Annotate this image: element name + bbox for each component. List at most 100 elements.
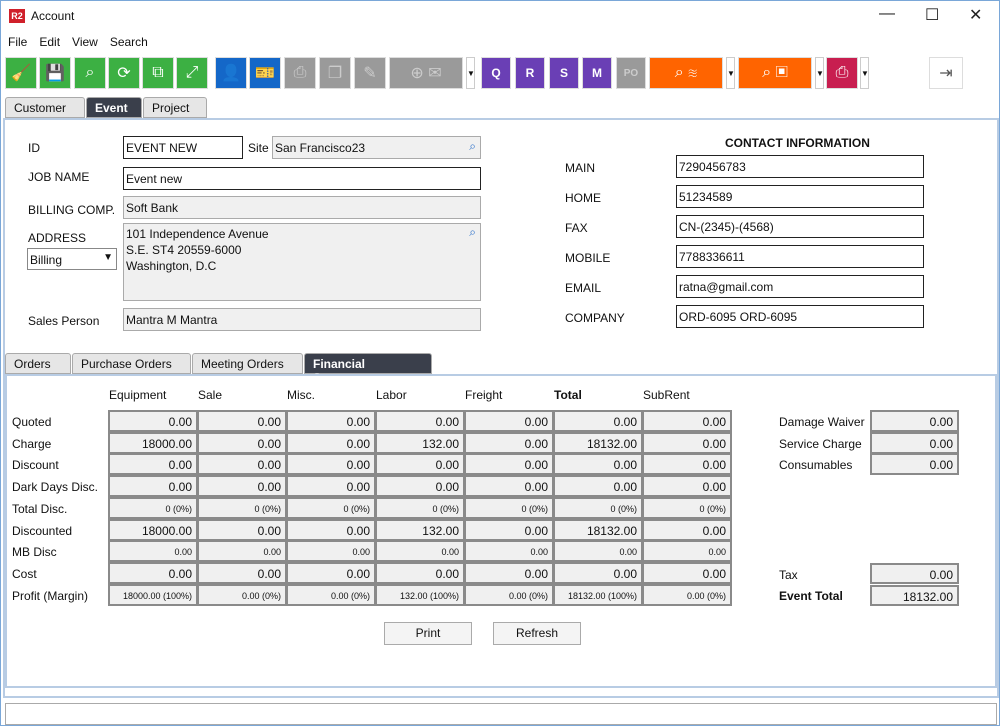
tab-project[interactable]: Project bbox=[143, 97, 207, 118]
s-doc-icon[interactable]: S bbox=[549, 57, 579, 89]
extra-label: Service Charge bbox=[779, 436, 862, 451]
table-cell: 0.00 bbox=[375, 475, 465, 498]
table-cell: 0.00 (0%) bbox=[464, 583, 554, 606]
table-cell: 0.00 bbox=[197, 453, 287, 476]
menu-file[interactable]: File bbox=[8, 35, 28, 49]
tab-purchase-orders[interactable]: Purchase Orders bbox=[72, 353, 191, 374]
table-cell: 0.00 bbox=[197, 518, 287, 541]
window-title: Account bbox=[31, 9, 75, 23]
po-doc-icon: PO bbox=[616, 57, 646, 89]
extra-label: Consumables bbox=[779, 458, 853, 473]
contact-field[interactable]: 7290456783 bbox=[676, 155, 924, 178]
column-header: Labor bbox=[376, 388, 407, 402]
table-cell: 0 (0%) bbox=[464, 496, 554, 519]
sales-person-label: Sales Person bbox=[28, 314, 100, 328]
column-header: Equipment bbox=[109, 388, 167, 402]
column-header: Total bbox=[554, 388, 582, 402]
event-total-label: Event Total bbox=[779, 589, 843, 603]
row-label: Dark Days Disc. bbox=[12, 480, 99, 495]
event-total-value: 18132.00 bbox=[870, 585, 959, 606]
contact-field[interactable]: ORD-6095 ORD-6095 bbox=[676, 305, 924, 328]
contact-field[interactable]: 7788336611 bbox=[676, 245, 924, 268]
dropdown-arrow[interactable]: ▼ bbox=[815, 57, 824, 89]
table-cell: 0.00 bbox=[197, 540, 287, 563]
search-icon[interactable]: ⌕ bbox=[469, 225, 476, 239]
tab-meeting-orders[interactable]: Meeting Orders bbox=[192, 353, 303, 374]
quote-doc-icon[interactable]: Q bbox=[481, 57, 511, 89]
tab-financial-summary[interactable]: Financial Summary bbox=[304, 353, 432, 385]
billing-comp-field[interactable]: Soft Bank bbox=[123, 196, 481, 219]
table-cell: 132.00 (100%) bbox=[375, 583, 465, 606]
table-cell: 0.00 (0%) bbox=[197, 583, 287, 606]
contact-field[interactable]: ratna@gmail.com bbox=[676, 275, 924, 298]
job-name-label: JOB NAME bbox=[28, 170, 90, 184]
expand-icon[interactable]: ⤢ bbox=[176, 57, 208, 89]
address-field[interactable]: 101 Independence Avenue S.E. ST4 20559-6… bbox=[123, 223, 481, 301]
table-cell: 18000.00 bbox=[108, 431, 198, 454]
ticket-icon[interactable]: 🎫 bbox=[249, 57, 281, 89]
address-type-select[interactable]: Billing ▼ bbox=[27, 248, 117, 270]
chevron-down-icon: ▼ bbox=[103, 252, 113, 263]
minimize-button[interactable]: — bbox=[879, 5, 895, 22]
search-stack-icon[interactable]: ⌕ ≋ bbox=[649, 57, 723, 89]
table-cell: 18132.00 bbox=[553, 518, 643, 541]
save-icon[interactable]: 💾 bbox=[39, 57, 71, 89]
menu-view[interactable]: View bbox=[72, 35, 98, 49]
table-cell: 0.00 bbox=[553, 561, 643, 584]
maximize-button[interactable]: ☐ bbox=[925, 7, 940, 24]
table-cell: 18132.00 (100%) bbox=[553, 583, 643, 606]
table-cell: 0.00 bbox=[642, 453, 732, 476]
table-cell: 0.00 bbox=[464, 540, 554, 563]
table-cell: 0 (0%) bbox=[108, 496, 198, 519]
table-cell: 0.00 bbox=[197, 431, 287, 454]
print-button[interactable]: Print bbox=[384, 622, 472, 645]
tab-orders[interactable]: Orders bbox=[5, 353, 71, 374]
refresh-button[interactable]: Refresh bbox=[493, 622, 581, 645]
exit-icon[interactable]: ⇥ bbox=[929, 57, 963, 89]
table-cell: 0.00 bbox=[642, 540, 732, 563]
site-field[interactable]: San Francisco23 ⌕ bbox=[272, 136, 481, 159]
table-cell: 0.00 bbox=[286, 475, 376, 498]
search-icon[interactable]: ⌕ bbox=[469, 139, 476, 153]
contact-label: HOME bbox=[565, 191, 601, 205]
table-cell: 0.00 bbox=[375, 540, 465, 563]
menu-search[interactable]: Search bbox=[109, 35, 148, 49]
table-cell: 0.00 bbox=[375, 410, 465, 432]
id-field[interactable]: EVENT NEW bbox=[123, 136, 243, 159]
search-icon[interactable]: ⌕ bbox=[74, 57, 106, 89]
menu-edit[interactable]: Edit bbox=[39, 35, 61, 49]
contact-field[interactable]: CN-(2345)-(4568) bbox=[676, 215, 924, 238]
table-cell: 0.00 bbox=[553, 540, 643, 563]
broom-icon[interactable]: 🧹 bbox=[5, 57, 37, 89]
table-cell: 0.00 bbox=[108, 410, 198, 432]
dropdown-arrow[interactable]: ▼ bbox=[860, 57, 869, 89]
extra-value: 0.00 bbox=[870, 453, 959, 476]
tab-customer[interactable]: Customer bbox=[5, 97, 85, 118]
close-button[interactable]: ✕ bbox=[969, 7, 983, 24]
table-cell: 0 (0%) bbox=[286, 496, 376, 519]
fax-icon: ⎙ bbox=[284, 57, 316, 89]
search-box-icon[interactable]: ⌕ ▣ bbox=[738, 57, 812, 89]
print-icon[interactable]: ⎙ bbox=[826, 57, 858, 89]
r-doc-icon[interactable]: R bbox=[515, 57, 545, 89]
table-cell: 0.00 bbox=[553, 410, 643, 432]
refresh-icon[interactable]: ⟳ bbox=[108, 57, 140, 89]
table-cell: 18000.00 (100%) bbox=[108, 583, 198, 606]
sub-tabs: Orders Purchase Orders Meeting Orders Fi… bbox=[5, 353, 432, 385]
dropdown-arrow[interactable]: ▼ bbox=[466, 57, 475, 89]
billing-comp-label: BILLING COMP. bbox=[28, 203, 116, 217]
user-icon[interactable]: 👤 bbox=[215, 57, 247, 89]
dropdown-arrow[interactable]: ▼ bbox=[726, 57, 735, 89]
job-name-field[interactable]: Event new bbox=[123, 167, 481, 190]
column-header: Freight bbox=[465, 388, 503, 402]
hierarchy-icon[interactable]: ⧉ bbox=[142, 57, 174, 89]
menu-bar: File Edit View Search bbox=[8, 35, 160, 49]
row-label: MB Disc bbox=[12, 545, 57, 560]
m-doc-icon[interactable]: M bbox=[582, 57, 612, 89]
table-cell: 0.00 bbox=[464, 518, 554, 541]
table-cell: 0 (0%) bbox=[375, 496, 465, 519]
sales-person-field[interactable]: Mantra M Mantra bbox=[123, 308, 481, 331]
table-cell: 0.00 bbox=[108, 540, 198, 563]
contact-field[interactable]: 51234589 bbox=[676, 185, 924, 208]
tab-event[interactable]: Event bbox=[86, 97, 142, 118]
